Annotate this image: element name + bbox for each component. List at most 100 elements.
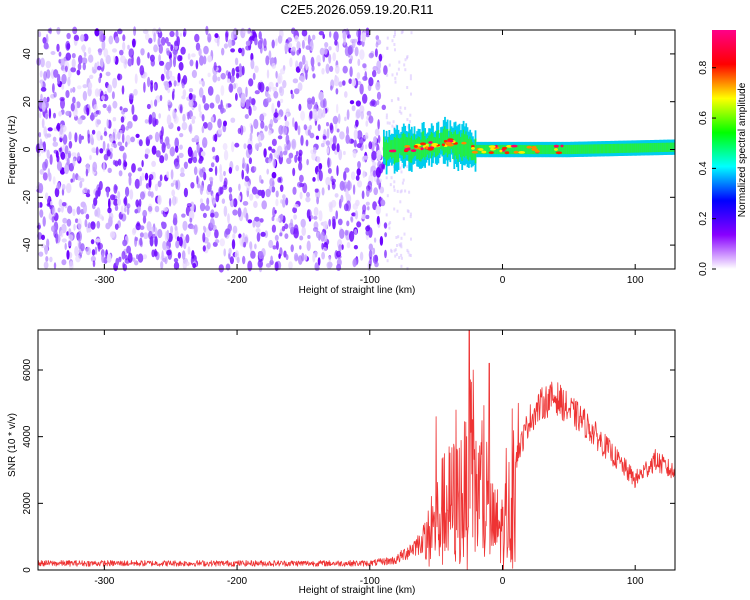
noise-blob [261, 200, 268, 210]
x-tick-label: -100 [360, 576, 380, 587]
signal-mid [629, 143, 632, 153]
noise-blob [306, 191, 310, 198]
noise-blob [378, 53, 383, 62]
noise-blob [350, 171, 356, 180]
noise-blob [202, 212, 207, 218]
noise-blob [304, 254, 308, 261]
noise-blob [284, 114, 287, 122]
noise-blob [350, 216, 353, 222]
noise-blob [279, 232, 283, 237]
signal-mid [526, 144, 529, 155]
noise-blob [67, 76, 71, 87]
noise-blob [139, 232, 144, 238]
noise-blob [154, 250, 158, 257]
noise-blob [188, 92, 193, 100]
noise-blob [129, 189, 134, 200]
noise-blob [275, 82, 279, 88]
noise-blob [300, 110, 305, 121]
noise-blob [335, 88, 339, 95]
signal-peak [428, 141, 433, 144]
noise-blob [68, 234, 74, 241]
noise-blob [309, 124, 312, 130]
noise-blob [229, 75, 235, 84]
noise-blob [91, 249, 96, 256]
noise-blob [227, 223, 232, 232]
noise-blob [251, 186, 258, 195]
noise-blob [67, 240, 72, 247]
noise-speck [408, 190, 411, 194]
noise-blob [87, 189, 90, 195]
noise-blob [285, 254, 289, 261]
signal-mid [590, 144, 592, 154]
noise-blob [294, 35, 299, 42]
noise-blob [174, 40, 178, 47]
noise-blob [38, 111, 42, 119]
signal-mid [587, 144, 590, 154]
signal-mid [631, 143, 633, 153]
signal-mid [596, 144, 599, 154]
noise-blob [320, 231, 325, 242]
noise-blob [182, 113, 186, 122]
noise-blob [289, 57, 293, 68]
noise-blob [244, 114, 249, 119]
noise-blob [338, 244, 342, 252]
noise-blob [120, 205, 124, 215]
signal-mid [661, 142, 664, 152]
noise-blob [47, 127, 53, 132]
noise-blob [51, 216, 55, 223]
noise-blob [131, 104, 135, 115]
noise-blob [61, 202, 67, 207]
noise-blob [77, 233, 81, 241]
noise-blob [83, 33, 89, 42]
noise-blob [292, 186, 297, 195]
signal-mid [588, 144, 591, 154]
noise-blob [102, 161, 106, 173]
signal-mid [602, 144, 604, 154]
noise-blob [182, 220, 188, 231]
noise-blob [199, 168, 205, 178]
noise-blob [336, 165, 339, 177]
noise-blob [59, 123, 64, 135]
noise-blob [43, 71, 47, 81]
noise-blob [331, 182, 336, 190]
noise-blob [239, 125, 244, 136]
noise-blob [228, 247, 232, 255]
noise-speck [400, 253, 403, 257]
noise-blob [210, 212, 215, 218]
noise-blob [376, 149, 382, 161]
noise-blob [314, 188, 319, 193]
signal-mid [529, 144, 531, 155]
noise-blob [198, 48, 202, 57]
x-tick-label: 0 [500, 576, 506, 587]
noise-blob [368, 52, 374, 59]
signal-peak [413, 145, 418, 148]
noise-blob [313, 206, 319, 217]
noise-blob [368, 249, 373, 260]
noise-blob [256, 232, 261, 242]
signal-mid [466, 135, 469, 160]
noise-blob [190, 182, 195, 189]
signal-mid [527, 144, 530, 155]
noise-blob [357, 161, 361, 169]
noise-blob [356, 72, 361, 80]
x-tick-label: -200 [227, 576, 247, 587]
noise-blob [307, 99, 313, 110]
noise-blob [128, 48, 135, 58]
noise-blob [257, 81, 262, 91]
noise-blob [199, 198, 204, 204]
noise-blob [84, 219, 88, 228]
noise-blob [181, 95, 186, 100]
noise-blob [241, 169, 244, 180]
noise-blob [107, 207, 112, 214]
noise-blob [40, 57, 45, 68]
noise-blob [250, 98, 256, 106]
noise-blob [177, 252, 181, 259]
noise-blob [99, 72, 103, 79]
noise-blob [112, 100, 118, 109]
noise-blob [127, 121, 133, 129]
noise-blob [248, 105, 252, 116]
noise-blob [58, 111, 62, 117]
noise-blob [45, 33, 49, 45]
noise-blob [209, 217, 215, 229]
noise-blob [90, 112, 94, 122]
